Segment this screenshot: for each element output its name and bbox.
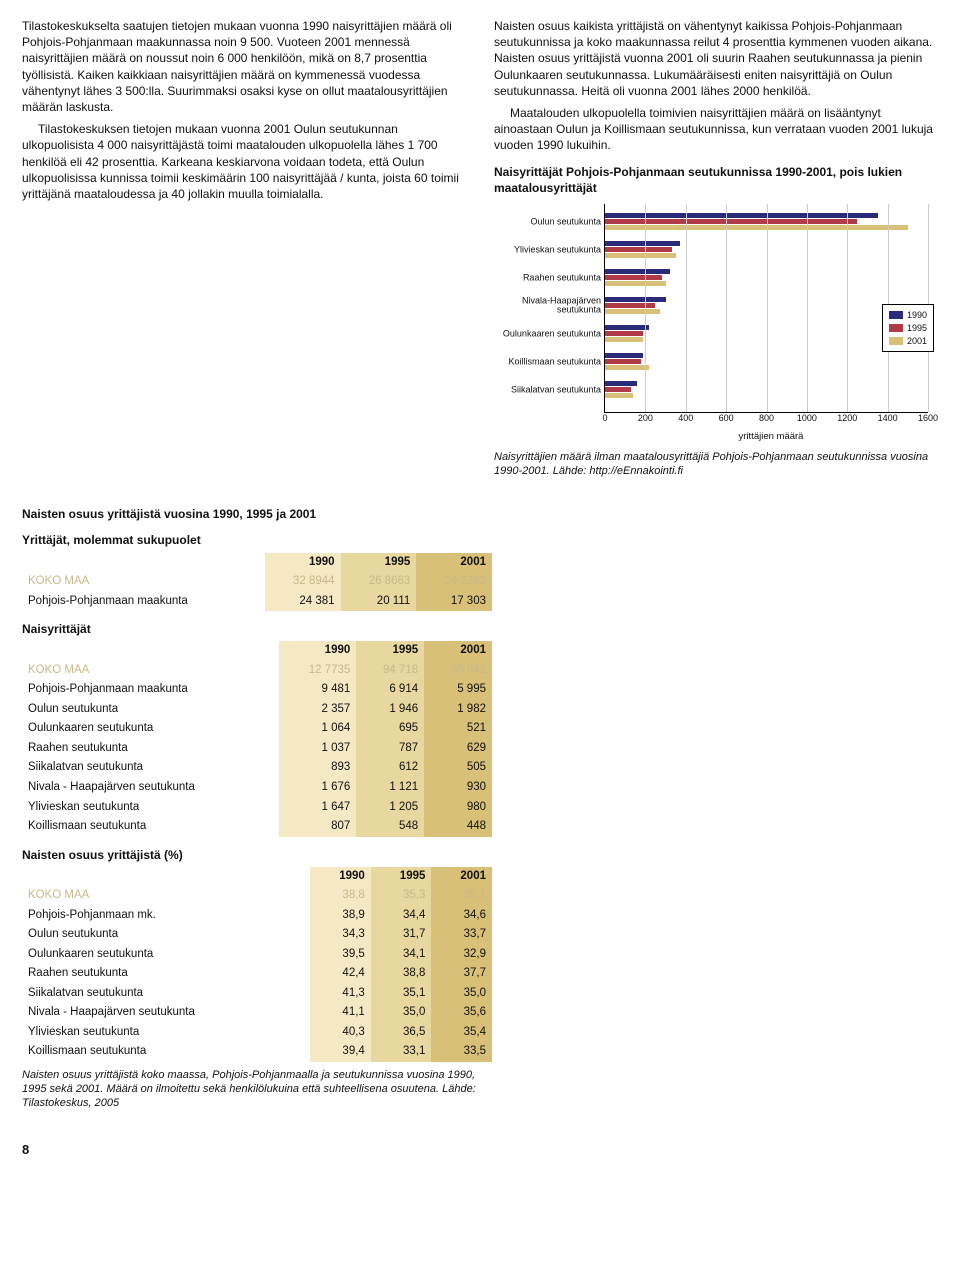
table-row: Ylivieskan seutukunta1 6471 205980 xyxy=(22,798,492,818)
table-row: Raahen seutukunta42,438,837,7 xyxy=(22,964,492,984)
chart-bar xyxy=(605,325,649,330)
chart-bar xyxy=(605,353,643,358)
chart-bar xyxy=(605,381,637,386)
table-main-title: Naisten osuus yrittäjistä vuosina 1990, … xyxy=(22,506,492,522)
right-para-2: Maatalouden ulkopuolella toimivien naisy… xyxy=(494,105,938,154)
left-column: Tilastokeskukselta saatujen tietojen muk… xyxy=(22,18,466,496)
table-row: Oulun seutukunta34,331,733,7 xyxy=(22,925,492,945)
chart-title: Naisyrittäjät Pohjois-Pohjanmaan seutuku… xyxy=(494,164,938,196)
chart-caption: Naisyrittäjien määrä ilman maatalousyrit… xyxy=(494,450,938,479)
table3-subtitle: Naisten osuus yrittäjistä (%) xyxy=(22,847,492,863)
chart-bar xyxy=(605,297,666,302)
chart-bar xyxy=(605,253,676,258)
chart-bar xyxy=(605,275,662,280)
page-number: 8 xyxy=(22,1141,938,1159)
left-para-1: Tilastokeskukselta saatujen tietojen muk… xyxy=(22,18,466,115)
chart-bar xyxy=(605,387,631,392)
table-row: Ylivieskan seutukunta40,336,535,4 xyxy=(22,1023,492,1043)
table-row: Nivala - Haapajärven seutukunta1 6761 12… xyxy=(22,778,492,798)
table-row: Raahen seutukunta1 037787629 xyxy=(22,739,492,759)
tables-block: Naisten osuus yrittäjistä vuosina 1990, … xyxy=(22,506,492,1111)
chart-bar xyxy=(605,241,680,246)
x-tick: 0 xyxy=(602,412,607,424)
gridline xyxy=(807,204,808,412)
left-para-2: Tilastokeskuksen tietojen mukaan vuonna … xyxy=(22,121,466,202)
chart-bar xyxy=(605,269,670,274)
table-row: Nivala - Haapajärven seutukunta41,135,03… xyxy=(22,1003,492,1023)
table-caption: Naisten osuus yrittäjistä koko maassa, P… xyxy=(22,1068,492,1111)
table-row: KOKO MAA12 773594 71885 042 xyxy=(22,661,492,681)
x-tick: 800 xyxy=(759,412,774,424)
legend-item: 1990 xyxy=(889,309,927,321)
table-header-row: 199019952001 xyxy=(22,553,492,573)
chart-bar xyxy=(605,281,666,286)
chart-row-label: Oulunkaaren seutukunta xyxy=(496,329,605,338)
chart-bar xyxy=(605,309,660,314)
table-women-entrepreneurs: 199019952001KOKO MAA12 773594 71885 042P… xyxy=(22,641,492,836)
chart-row-label: Koillismaan seutukunta xyxy=(496,357,605,366)
right-column: Naisten osuus kaikista yrittäjistä on vä… xyxy=(494,18,938,496)
table-row: Oulunkaaren seutukunta39,534,132,9 xyxy=(22,945,492,965)
table-header-row: 199019952001 xyxy=(22,867,492,887)
chart-bar xyxy=(605,303,655,308)
table-row: Pohjois-Pohjanmaan mk.38,934,434,6 xyxy=(22,906,492,926)
x-tick: 200 xyxy=(638,412,653,424)
chart-bar xyxy=(605,247,672,252)
table-row: Pohjois-Pohjanmaan maakunta24 38120 1111… xyxy=(22,592,492,612)
table-women-share: 199019952001KOKO MAA38,835,335,1Pohjois-… xyxy=(22,867,492,1062)
chart-row-label: Siikalatvan seutukunta xyxy=(496,385,605,394)
table-row: Siikalatvan seutukunta41,335,135,0 xyxy=(22,984,492,1004)
x-tick: 1200 xyxy=(837,412,857,424)
chart-bar xyxy=(605,337,643,342)
chart-row-label: Oulun seutukunta xyxy=(496,217,605,226)
chart-row-label: Ylivieskan seutukunta xyxy=(496,245,605,254)
table-header-row: 199019952001 xyxy=(22,641,492,661)
table-row: KOKO MAA38,835,335,1 xyxy=(22,886,492,906)
x-tick: 1600 xyxy=(918,412,938,424)
chart-bar xyxy=(605,365,649,370)
x-axis-title: yrittäjien määrä xyxy=(604,431,938,444)
table-row: Pohjois-Pohjanmaan maakunta9 4816 9145 9… xyxy=(22,680,492,700)
gridline xyxy=(847,204,848,412)
table-entrepreneurs-all: 199019952001KOKO MAA32 894426 866324 225… xyxy=(22,553,492,612)
x-tick: 600 xyxy=(719,412,734,424)
right-para-1: Naisten osuus kaikista yrittäjistä on vä… xyxy=(494,18,938,99)
x-tick: 400 xyxy=(678,412,693,424)
x-tick: 1000 xyxy=(797,412,817,424)
table-row: Oulun seutukunta2 3571 9461 982 xyxy=(22,700,492,720)
chart-bar xyxy=(605,225,908,230)
chart-bar xyxy=(605,393,633,398)
table-row: Koillismaan seutukunta807548448 xyxy=(22,817,492,837)
top-columns: Tilastokeskukselta saatujen tietojen muk… xyxy=(22,18,938,496)
table-row: Oulunkaaren seutukunta1 064695521 xyxy=(22,719,492,739)
table-row: Siikalatvan seutukunta893612505 xyxy=(22,758,492,778)
table-row: KOKO MAA32 894426 866324 2252 xyxy=(22,572,492,592)
chart-bar xyxy=(605,359,641,364)
legend-item: 2001 xyxy=(889,335,927,347)
chart-bar xyxy=(605,331,643,336)
chart-bar xyxy=(605,219,857,224)
gridline xyxy=(645,204,646,412)
gridline xyxy=(686,204,687,412)
chart-row-label: Nivala-Haapajärven seutukunta xyxy=(496,296,605,315)
legend-item: 1995 xyxy=(889,322,927,334)
table2-subtitle: Naisyrittäjät xyxy=(22,621,492,637)
chart-legend: 199019952001 xyxy=(882,304,934,352)
chart-row-label: Raahen seutukunta xyxy=(496,273,605,282)
table1-subtitle: Yrittäjät, molemmat sukupuolet xyxy=(22,532,492,548)
table-row: Koillismaan seutukunta39,433,133,5 xyxy=(22,1042,492,1062)
bar-chart: Oulun seutukunta Ylivieskan seutukunta Raa… xyxy=(494,204,938,444)
x-tick: 1400 xyxy=(878,412,898,424)
gridline xyxy=(767,204,768,412)
gridline xyxy=(726,204,727,412)
